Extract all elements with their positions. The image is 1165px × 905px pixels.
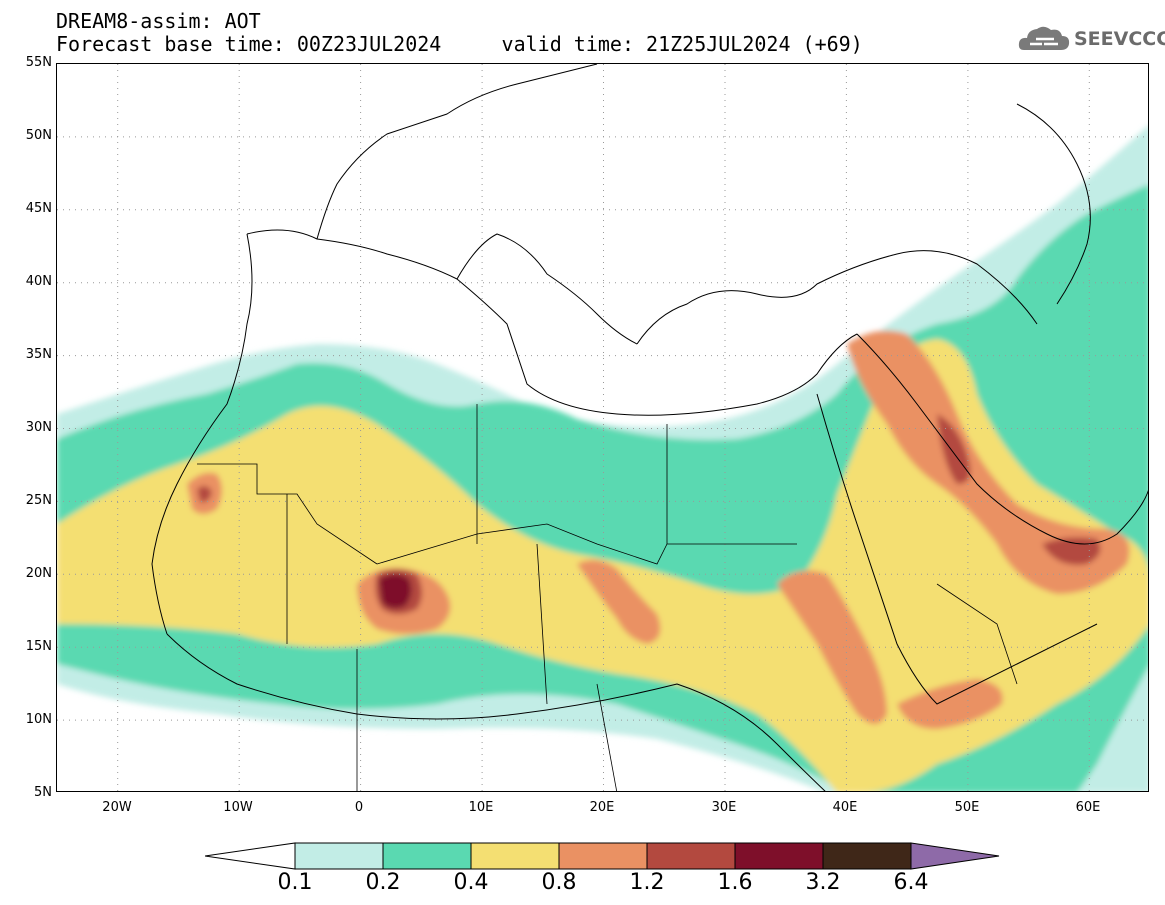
- colorbar-box-4: [558, 842, 648, 870]
- colorbar-label-3: 0.8: [541, 870, 577, 895]
- lat-label-25n: 25N: [25, 493, 52, 508]
- lat-label-35n: 35N: [25, 347, 52, 362]
- colorbar-high-arrow: [910, 842, 1000, 870]
- colorbar-label-1: 0.2: [365, 870, 401, 895]
- valid-time: valid time: 21Z25JUL2024 (+69): [501, 32, 863, 56]
- lon-label-60e: 60E: [1075, 800, 1101, 815]
- lat-label-20n: 20N: [25, 566, 52, 581]
- lon-label-40e: 40E: [832, 800, 858, 815]
- aot-colorbar: [205, 842, 1000, 870]
- lon-label-0: 0: [354, 800, 364, 815]
- seevccc-logo: SEEVCCC: [1016, 22, 1165, 58]
- colorbar-box-3: [470, 842, 560, 870]
- colorbar-box-7: [822, 842, 912, 870]
- lon-label-30e: 30E: [711, 800, 737, 815]
- aot-band-0-8c: [577, 560, 661, 644]
- country-borders: [197, 404, 1018, 791]
- aot-band-0-8f: [897, 679, 1003, 729]
- lat-label-40n: 40N: [25, 274, 52, 289]
- lon-label-10w: 10W: [223, 800, 253, 815]
- cloud-logo-icon: [1018, 26, 1070, 50]
- colorbar-box-5: [646, 842, 736, 870]
- colorbar-box-6: [734, 842, 824, 870]
- lon-label-10e: 10E: [468, 800, 494, 815]
- lat-label-10n: 10N: [25, 712, 52, 727]
- aot-band-1-2b: [937, 414, 971, 484]
- lat-label-15n: 15N: [25, 639, 52, 654]
- colorbar-box-2: [382, 842, 472, 870]
- lon-label-20w: 20W: [102, 800, 132, 815]
- lat-label-30n: 30N: [25, 420, 52, 435]
- lat-label-45n: 45N: [25, 201, 52, 216]
- lon-label-50e: 50E: [954, 800, 980, 815]
- aot-band-1-6: [379, 574, 412, 609]
- coastlines: [151, 64, 1148, 791]
- logo-text: SEEVCCC: [1074, 28, 1165, 50]
- colorbar-low-arrow: [205, 842, 296, 870]
- forecast-times: Forecast base time: 00Z23JUL2024 valid t…: [56, 33, 863, 55]
- colorbar-label-6: 3.2: [805, 870, 841, 895]
- lon-label-20e: 20E: [589, 800, 615, 815]
- lat-label-55n: 55N: [25, 55, 52, 70]
- map-canvas: [57, 64, 1148, 791]
- colorbar-box-1: [294, 842, 384, 870]
- base-time: Forecast base time: 00Z23JUL2024: [56, 32, 442, 56]
- aot-map: [56, 63, 1149, 792]
- colorbar-label-4: 1.2: [629, 870, 665, 895]
- colorbar-label-5: 1.6: [717, 870, 753, 895]
- aot-contours: [57, 125, 1148, 791]
- map-title: DREAM8-assim: AOT: [56, 9, 261, 33]
- aot-band-1-2d: [197, 486, 212, 503]
- colorbar-label-7: 6.4: [893, 870, 929, 895]
- colorbar-label-0: 0.1: [277, 870, 313, 895]
- aot-band-0-8: [847, 330, 1130, 594]
- lat-label-50n: 50N: [25, 128, 52, 143]
- colorbar-label-2: 0.4: [453, 870, 489, 895]
- lat-label-5n: 5N: [34, 785, 52, 800]
